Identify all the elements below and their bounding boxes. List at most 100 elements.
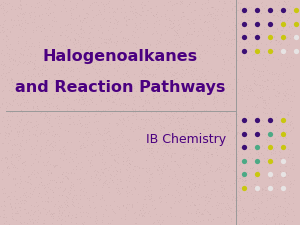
Point	[36, 71, 41, 74]
Point	[260, 78, 265, 82]
Point	[68, 14, 73, 17]
Point	[200, 109, 204, 112]
Point	[12, 97, 17, 101]
Point	[235, 176, 239, 179]
Point	[182, 71, 187, 75]
Point	[17, 142, 22, 145]
Point	[202, 109, 206, 112]
Point	[157, 22, 161, 26]
Point	[262, 50, 266, 54]
Point	[224, 14, 229, 18]
Point	[217, 32, 222, 36]
Point	[4, 160, 9, 164]
Point	[149, 116, 154, 119]
Point	[173, 76, 178, 80]
Point	[234, 159, 239, 163]
Point	[150, 63, 154, 67]
Point	[139, 117, 144, 121]
Point	[0, 76, 4, 79]
Point	[225, 203, 230, 207]
Point	[278, 110, 283, 113]
Point	[13, 152, 17, 156]
Point	[106, 48, 111, 52]
Point	[274, 9, 279, 13]
Point	[42, 207, 47, 211]
Point	[277, 92, 282, 95]
Point	[160, 171, 164, 175]
Point	[253, 50, 258, 54]
Point	[8, 139, 13, 142]
Point	[78, 121, 82, 125]
Point	[256, 206, 261, 209]
Point	[127, 137, 131, 141]
Point	[262, 7, 267, 10]
Point	[40, 71, 44, 74]
Point	[205, 44, 209, 47]
Point	[240, 209, 245, 213]
Point	[80, 47, 84, 51]
Point	[38, 83, 43, 87]
Point	[235, 130, 239, 134]
Point	[254, 103, 259, 106]
Point	[98, 36, 103, 40]
Point	[195, 193, 200, 197]
Point	[32, 66, 37, 70]
Point	[54, 180, 58, 184]
Point	[261, 25, 266, 29]
Point	[191, 154, 196, 157]
Point	[49, 0, 54, 3]
Point	[148, 73, 152, 76]
Point	[85, 62, 90, 66]
Point	[0, 215, 2, 218]
Point	[7, 131, 12, 134]
Point	[252, 182, 257, 186]
Point	[67, 210, 71, 214]
Point	[239, 64, 244, 67]
Point	[110, 178, 114, 182]
Point	[165, 0, 170, 4]
Point	[250, 196, 255, 200]
Point	[238, 2, 243, 5]
Point	[137, 104, 142, 108]
Point	[262, 188, 267, 191]
Point	[52, 211, 56, 215]
Point	[115, 70, 120, 73]
Point	[71, 188, 76, 192]
Point	[239, 47, 244, 51]
Point	[117, 191, 122, 194]
Point	[49, 55, 53, 58]
Point	[244, 118, 248, 121]
Point	[251, 89, 256, 93]
Point	[0, 141, 5, 145]
Point	[41, 85, 46, 89]
Point	[61, 145, 66, 149]
Point	[234, 47, 239, 51]
Point	[254, 82, 259, 86]
Point	[112, 110, 117, 113]
Point	[245, 89, 250, 92]
Point	[76, 119, 81, 122]
Point	[166, 134, 171, 138]
Point	[0, 119, 4, 123]
Point	[282, 210, 287, 214]
Point	[74, 24, 79, 27]
Point	[121, 133, 126, 137]
Point	[139, 98, 143, 101]
Point	[5, 164, 10, 168]
Point	[166, 25, 171, 29]
Point	[1, 13, 6, 17]
Point	[108, 94, 112, 98]
Point	[61, 208, 66, 212]
Point	[175, 117, 180, 120]
Point	[87, 5, 92, 9]
Point	[132, 210, 137, 214]
Point	[173, 160, 178, 163]
Point	[201, 13, 206, 16]
Point	[104, 74, 109, 77]
Point	[56, 107, 61, 110]
Point	[200, 96, 205, 100]
Point	[110, 10, 115, 14]
Point	[262, 79, 267, 83]
Point	[2, 29, 7, 32]
Point	[10, 176, 15, 180]
